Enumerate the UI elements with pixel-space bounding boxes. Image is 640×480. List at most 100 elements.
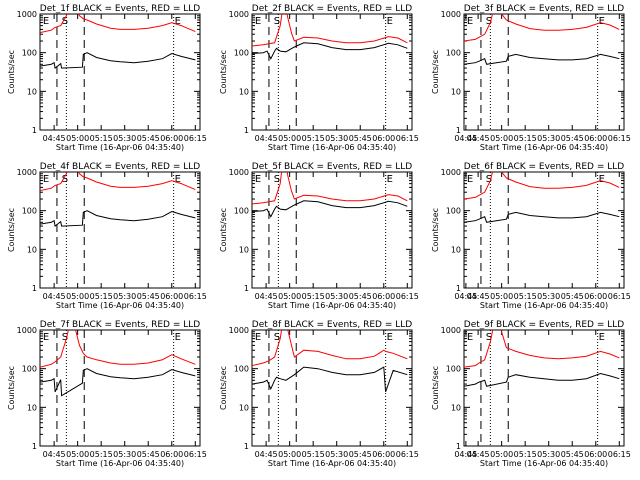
event-marker-label: S	[486, 16, 492, 27]
y-tick-label: 100	[22, 207, 37, 216]
x-axis-label: Start Time (16-Apr-06 04:35:40)	[268, 459, 396, 468]
chart-panel-9: Det_9f BLACK = Events, RED = LLD 1 10 100 10…	[431, 320, 631, 468]
y-tick-label: 100	[22, 365, 37, 374]
event-marker-label: S	[62, 332, 68, 343]
lld-series-line	[252, 330, 408, 367]
x-axis-label: Start Time (16-Apr-06 04:35:40)	[480, 143, 608, 152]
chart-title: Det_5f BLACK = Events, RED = LLD	[252, 162, 412, 172]
x-tick-label: 06:15	[396, 292, 419, 301]
x-tick-label: 05:00	[278, 292, 301, 301]
x-tick-label: 05:45	[561, 292, 584, 301]
y-tick-label: 10	[27, 403, 37, 412]
lld-series-line	[464, 14, 620, 42]
x-tick-label: 06:15	[608, 134, 631, 143]
x-tick-label: 06:15	[608, 450, 631, 459]
chart-panel-3: Det_3f BLACK = Events, RED = LLD 1 10 100 10…	[431, 4, 631, 152]
y-tick-label: 1000	[229, 326, 249, 335]
plot-frame	[39, 171, 201, 289]
x-tick-label: 05:45	[561, 134, 584, 143]
y-tick-label: 1000	[229, 168, 249, 177]
event-marker-label: E	[43, 332, 49, 343]
y-tick-label: 1	[244, 284, 249, 293]
x-tick-label: 04:45	[454, 134, 477, 143]
x-tick-label: 06:15	[396, 134, 419, 143]
x-tick-label: 06:15	[184, 450, 207, 459]
x-axis-label: Start Time (16-Apr-06 04:35:40)	[56, 143, 184, 152]
event-marker-label: E	[175, 332, 181, 343]
events-series-line	[252, 200, 408, 218]
x-tick-label: 04:45	[454, 450, 477, 459]
x-tick-label: 06:00	[372, 134, 395, 143]
x-tick-label: 05:00	[278, 134, 301, 143]
x-tick-label: 04:45	[255, 292, 278, 301]
x-tick-label: 06:00	[584, 292, 607, 301]
y-axis-label: Counts/sec	[7, 366, 16, 410]
lld-series-line	[40, 14, 196, 34]
x-tick-label: 05:15	[514, 450, 537, 459]
y-tick-label: 1	[456, 284, 461, 293]
x-tick-label: 05:15	[90, 134, 113, 143]
y-tick-label: 1000	[441, 168, 461, 177]
x-tick-label: 05:00	[490, 450, 513, 459]
x-tick-label: 06:00	[372, 450, 395, 459]
y-axis-label: Counts/sec	[7, 208, 16, 252]
event-marker-label: S	[274, 16, 280, 27]
y-tick-label: 1000	[17, 10, 37, 19]
chart-panel-2: Det_2f BLACK = Events, RED = LLD 1 10 100 10…	[219, 4, 419, 152]
y-tick-label: 10	[451, 87, 461, 96]
y-tick-label: 10	[451, 245, 461, 254]
x-tick-label: 06:00	[372, 292, 395, 301]
chart-panel-5: Det_5f BLACK = Events, RED = LLD 1 10 100 10…	[219, 162, 419, 310]
events-series-line	[252, 42, 408, 60]
x-tick-label: 05:45	[349, 134, 372, 143]
y-tick-label: 100	[446, 365, 461, 374]
plot-frame	[251, 171, 413, 289]
plot-frame	[39, 329, 201, 447]
y-tick-label: 100	[234, 49, 249, 58]
chart-panel-1: Det_1f BLACK = Events, RED = LLD 1 10 100 10…	[7, 4, 207, 152]
y-tick-label: 100	[234, 365, 249, 374]
x-tick-label: 05:15	[90, 292, 113, 301]
event-marker-label: E	[43, 16, 49, 27]
plot-frame	[463, 329, 625, 447]
plot-frame	[251, 329, 413, 447]
y-tick-label: 10	[27, 245, 37, 254]
y-axis-label: Counts/sec	[219, 208, 228, 252]
x-tick-label: 04:45	[255, 450, 278, 459]
x-tick-label: 06:00	[584, 134, 607, 143]
lld-series-line	[464, 172, 620, 200]
event-marker-label: E	[387, 174, 393, 185]
x-axis-label: Start Time (16-Apr-06 04:35:40)	[268, 301, 396, 310]
chart-title: Det_9f BLACK = Events, RED = LLD	[464, 320, 624, 330]
x-tick-label: 06:15	[608, 292, 631, 301]
x-tick-label: 04:45	[467, 134, 490, 143]
x-tick-label: 05:15	[302, 450, 325, 459]
x-tick-label: 05:00	[490, 292, 513, 301]
y-tick-label: 1	[32, 126, 37, 135]
y-axis-label: Counts/sec	[431, 50, 440, 94]
y-tick-label: 100	[446, 207, 461, 216]
y-axis-label: Counts/sec	[431, 366, 440, 410]
x-tick-label: 06:00	[160, 450, 183, 459]
plot-frame	[251, 13, 413, 131]
x-tick-label: 04:45	[43, 292, 66, 301]
x-tick-label: 05:45	[137, 450, 160, 459]
event-marker-label: E	[255, 332, 261, 343]
x-tick-label: 05:45	[137, 292, 160, 301]
lld-series-line	[40, 172, 196, 192]
x-tick-label: 06:15	[184, 292, 207, 301]
x-tick-label: 06:00	[160, 134, 183, 143]
x-tick-label: 04:45	[467, 450, 490, 459]
event-marker-label: E	[175, 16, 181, 27]
x-tick-label: 05:00	[66, 450, 89, 459]
y-axis-label: Counts/sec	[7, 50, 16, 94]
x-tick-label: 05:30	[113, 450, 136, 459]
x-tick-label: 05:15	[302, 134, 325, 143]
events-series-line	[40, 52, 196, 70]
event-marker-label: E	[467, 16, 473, 27]
x-tick-label: 04:45	[255, 134, 278, 143]
x-tick-label: 05:15	[302, 292, 325, 301]
plot-frame	[463, 13, 625, 131]
x-tick-label: 05:30	[113, 134, 136, 143]
